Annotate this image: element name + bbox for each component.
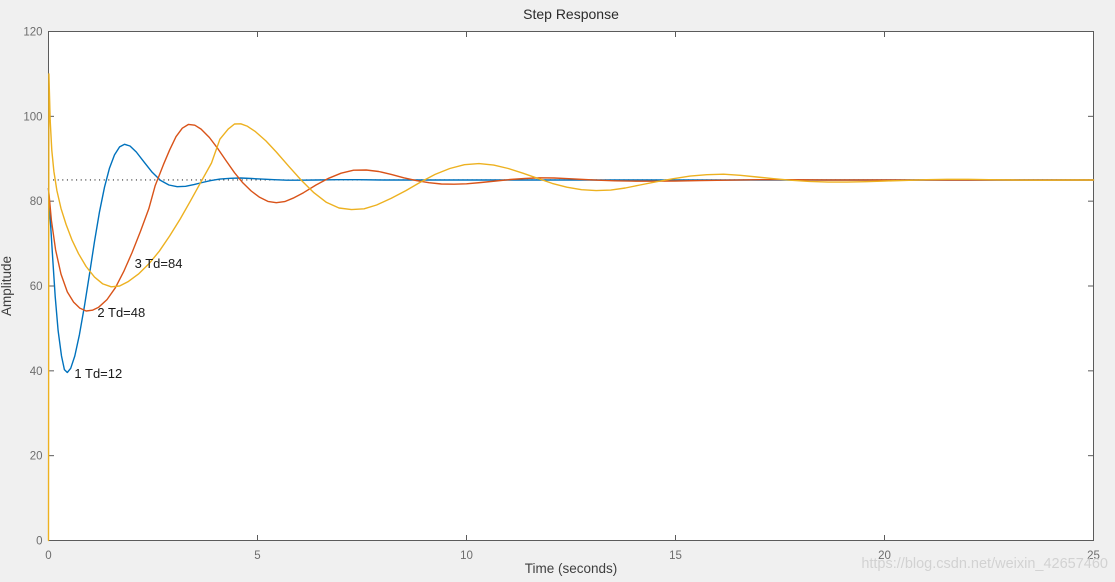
response-curve-3-td=84 (47, 73, 1095, 542)
y-tick-label: 0 (36, 536, 42, 548)
curves-layer (47, 73, 1095, 542)
x-axis-label: Time (seconds) (525, 561, 618, 576)
curve-annotation: 3 Td=84 (135, 256, 183, 271)
y-tick-label: 60 (30, 281, 43, 293)
y-tick-label: 100 (23, 111, 42, 123)
x-tick-label: 25 (1087, 550, 1100, 562)
y-axis-label: Amplitude (0, 256, 14, 316)
watermark: https://blog.csdn.net/weixin_42657460 (861, 556, 1108, 572)
curve-annotation: 1 Td=12 (74, 366, 122, 381)
plot-area (48, 31, 1094, 541)
y-tick-label: 80 (30, 196, 43, 208)
x-tick-label: 5 (254, 550, 260, 562)
x-tick-label: 10 (460, 550, 473, 562)
tick-labels-layer: 0 5 10 15 20 25 0 20 40 60 80 100 120 (23, 27, 1100, 563)
x-tick-label: 20 (878, 550, 891, 562)
x-tick-label: 0 (45, 550, 51, 562)
curve-annotation: 2 Td=48 (97, 305, 145, 320)
response-curve-1-td=12 (47, 143, 1095, 374)
y-tick-label: 120 (23, 27, 42, 39)
response-curve-2-td=48 (47, 123, 1095, 312)
y-tick-label: 40 (30, 366, 43, 378)
y-tick-label: 20 (30, 451, 43, 463)
x-tick-label: 15 (669, 550, 682, 562)
chart-title: Step Response (523, 6, 619, 22)
